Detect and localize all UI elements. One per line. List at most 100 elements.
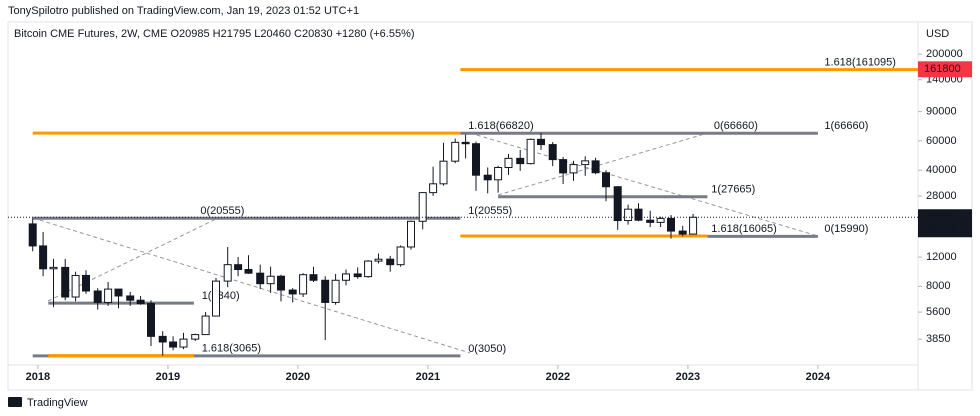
- y-unit: USD: [926, 28, 949, 40]
- publisher-line: TonySpilotro published on TradingView.co…: [8, 5, 359, 17]
- candle-body: [439, 160, 448, 185]
- candle-body: [602, 172, 610, 188]
- y-tick-label: 40000: [926, 164, 957, 176]
- plot: 2000001400009000060000400002800012000800…: [8, 48, 972, 383]
- level-label: 1.618(161095): [824, 57, 896, 69]
- candle-body: [504, 157, 513, 168]
- dashed-trend: [497, 132, 709, 196]
- level-label: 0(66660): [714, 120, 758, 132]
- candle-body: [234, 264, 243, 271]
- y-tick-label: 3850: [926, 333, 950, 345]
- candle-body: [201, 315, 210, 336]
- candle-body: [288, 289, 297, 295]
- candle-body: [147, 303, 155, 337]
- candle-body: [256, 272, 265, 285]
- y-tick-label: 12000: [926, 251, 957, 263]
- level-label: 1(6340): [202, 290, 240, 302]
- candle-body: [386, 258, 395, 266]
- candle-body: [331, 279, 340, 303]
- candle-body: [624, 208, 633, 222]
- candle-body: [158, 335, 167, 343]
- level-label: 1(27665): [711, 184, 755, 196]
- brand-name: TradingView: [27, 397, 88, 409]
- countdown-label: 8d 22h: [924, 223, 958, 235]
- candle-body: [179, 338, 188, 348]
- candle-body: [613, 186, 622, 222]
- candle-body: [581, 160, 590, 166]
- candle-body: [266, 275, 275, 285]
- candle-body: [494, 166, 503, 181]
- x-tick-label: 2018: [26, 371, 50, 383]
- candle-body: [537, 138, 545, 146]
- level-label: 1.618(3065): [202, 342, 261, 354]
- price-tag-label: 20830: [924, 211, 955, 223]
- level-label: 0(15990): [824, 223, 868, 235]
- candle-body: [656, 217, 665, 223]
- level-label: 1.618(16065): [711, 223, 776, 235]
- candle-body: [678, 230, 687, 235]
- candle-body: [126, 295, 135, 301]
- y-tick-label: 28000: [926, 190, 957, 202]
- chart-frame: [7, 21, 973, 391]
- candle-body: [451, 141, 460, 162]
- candle-body: [667, 217, 675, 232]
- brand: TradingView: [8, 397, 88, 409]
- y-tick-label: 8000: [926, 280, 950, 292]
- x-tick-label: 2019: [156, 371, 180, 383]
- candle-body: [591, 160, 600, 174]
- candle-body: [472, 143, 480, 176]
- candle-body: [526, 138, 535, 165]
- y-tick-label: 200000: [926, 48, 963, 60]
- candle-body: [646, 219, 655, 223]
- candle-body: [516, 157, 525, 165]
- price-tag-label: 161800: [924, 63, 961, 75]
- candle-body: [569, 164, 578, 174]
- level-label: 1(20555): [468, 205, 512, 217]
- candle-body: [407, 220, 415, 248]
- candle-body: [93, 290, 102, 303]
- price-tag: [918, 209, 972, 238]
- candle-body: [223, 264, 232, 282]
- candle-body: [169, 341, 178, 348]
- y-tick-label: 60000: [926, 135, 957, 147]
- price-tag: [918, 61, 972, 78]
- candle-body: [559, 159, 568, 174]
- candle-body: [114, 288, 123, 297]
- candle-body: [71, 274, 80, 298]
- candle-body: [136, 299, 145, 305]
- candle-body: [49, 266, 58, 270]
- dashed-trend: [32, 217, 471, 354]
- candle-body: [277, 275, 285, 291]
- candle-body: [396, 246, 405, 266]
- candle-body: [364, 260, 373, 278]
- candle-body: [429, 183, 438, 194]
- candle-body: [309, 274, 318, 281]
- candle-body: [28, 223, 37, 247]
- level-label: 1(66660): [824, 120, 868, 132]
- candle-body: [342, 273, 350, 281]
- x-tick-label: 2020: [286, 371, 310, 383]
- level-label: 1.618(66820): [468, 120, 533, 132]
- candle-body: [548, 144, 557, 161]
- brand-logo: [8, 397, 22, 407]
- candle-body: [244, 269, 253, 274]
- candle-body: [39, 245, 48, 270]
- candle-body: [418, 192, 427, 222]
- x-tick-label: 2021: [416, 371, 440, 383]
- y-tick-label: 5600: [926, 306, 950, 318]
- chart-title: Bitcoin CME Futures, 2W, CME O20985 H217…: [14, 28, 415, 40]
- candle-body: [483, 174, 492, 181]
- y-tick-label: 90000: [926, 106, 957, 118]
- x-tick-label: 2024: [806, 371, 831, 383]
- candle-body: [104, 288, 113, 303]
- candle-body: [689, 216, 698, 235]
- candle-body: [321, 279, 330, 303]
- candle-body: [634, 208, 643, 221]
- candle-body: [374, 258, 383, 262]
- x-tick-label: 2022: [546, 371, 570, 383]
- candle-body: [299, 274, 308, 295]
- level-label: 0(20555): [200, 205, 244, 217]
- candle-body: [191, 334, 200, 340]
- candle-body: [353, 273, 362, 278]
